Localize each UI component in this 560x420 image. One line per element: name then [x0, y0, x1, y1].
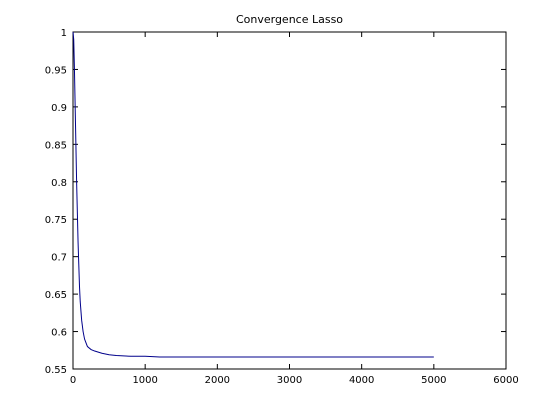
y-tick-label: 0.85 — [45, 140, 67, 151]
x-tick-label: 5000 — [421, 375, 446, 386]
axis-tick-labels: 0 1000 2000 3000 4000 5000 6000 0.55 0.6 0.65 0.7 0… — [45, 28, 519, 386]
y-tick-label: 0.6 — [51, 328, 67, 339]
chart-title: Convergence Lasso — [236, 13, 343, 26]
x-tick-label: 2000 — [205, 375, 230, 386]
x-tick-label: 1000 — [132, 375, 157, 386]
y-tick-label: 0.95 — [45, 65, 67, 76]
x-tick-label: 3000 — [277, 375, 302, 386]
series-line — [72, 31, 434, 358]
plot-area — [72, 31, 507, 370]
y-tick-label: 0.7 — [51, 253, 67, 264]
y-tick-label: 0.55 — [45, 365, 67, 376]
y-tick-label: 0.75 — [45, 215, 67, 226]
x-tick-label: 6000 — [493, 375, 518, 386]
y-tick-label: 0.65 — [45, 290, 67, 301]
x-tick-label: 0 — [70, 375, 76, 386]
y-tick-label: 0.9 — [51, 103, 67, 114]
x-tick-label: 4000 — [349, 375, 374, 386]
axis-ticks — [72, 31, 507, 370]
y-tick-label: 0.8 — [51, 178, 67, 189]
y-tick-label: 1 — [61, 28, 67, 39]
